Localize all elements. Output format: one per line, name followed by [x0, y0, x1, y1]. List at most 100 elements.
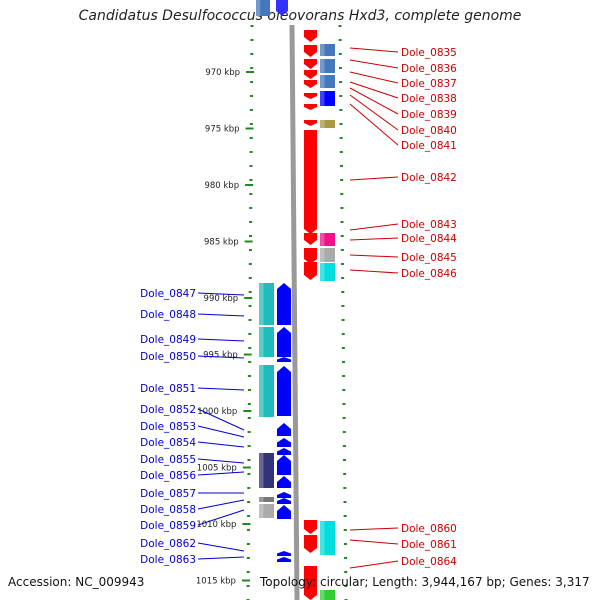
label-leader-line [349, 87, 399, 115]
label-leader-line [197, 338, 245, 342]
label-leader-line [197, 408, 245, 431]
forward-gene-arrow [304, 80, 317, 88]
forward-gene-block-shade [320, 590, 325, 600]
forward-gene-arrow [304, 120, 317, 126]
label-leader-line [197, 499, 245, 510]
label-leader-line [349, 527, 399, 531]
label-leader-line [349, 539, 399, 545]
reverse-gene-arrow [277, 455, 291, 475]
top-partial-block [256, 0, 270, 16]
left-dotted-track [246, 24, 254, 600]
forward-gene-block [320, 91, 335, 106]
top-partial-block-shade [256, 0, 261, 16]
reverse-gene-arrow [277, 448, 291, 455]
gene-label-dole_0850: Dole_0850 [140, 351, 196, 363]
reverse-gene-arrow [277, 283, 291, 325]
label-leader-line [197, 471, 245, 476]
scale-ticks: 970 kbp 975 kbp 980 kbp 985 kbp 990 kbp 995 k… [196, 68, 254, 587]
forward-gene-arrow [304, 130, 317, 234]
gene-label-dole_0860: Dole_0860 [401, 523, 457, 535]
forward-gene-block [320, 263, 335, 281]
reverse-gene-arrow [277, 476, 291, 488]
gene-label-dole_0841: Dole_0841 [401, 140, 457, 152]
gene-label-dole_0839: Dole_0839 [401, 109, 457, 121]
forward-gene-arrow [304, 233, 317, 245]
forward-gene-block [320, 59, 335, 73]
label-leader-line [349, 94, 399, 131]
backbone-line [289, 24, 300, 600]
forward-gene-block [320, 536, 335, 555]
forward-gene-block-shade [320, 233, 325, 246]
label-leader-line [197, 458, 245, 464]
forward-gene-arrow [304, 520, 317, 534]
gene-label-dole_0835: Dole_0835 [401, 47, 457, 59]
right-dotted-track [338, 24, 348, 600]
forward-gene-arrow [304, 566, 317, 600]
gene-label-dole_0851: Dole_0851 [140, 383, 196, 395]
forward-gene-arrow [304, 45, 317, 57]
label-leader-line [349, 237, 399, 241]
scale-tick-label: 975 kbp [205, 125, 240, 135]
forward-gene-block [320, 120, 335, 128]
forward-gene-block-shade [320, 248, 325, 262]
gene-label-dole_0863: Dole_0863 [140, 554, 196, 566]
forward-gene-block-shade [320, 120, 325, 128]
label-leader-line [349, 223, 399, 231]
reverse-gene-arrow [277, 438, 291, 447]
label-leader-line [197, 313, 245, 317]
scale-tick-label: 1005 kbp [197, 464, 237, 474]
label-leader-line [197, 425, 245, 438]
label-leader-line [197, 441, 245, 448]
track-lines [246, 24, 348, 600]
label-leader-line [349, 254, 399, 258]
gene-label-dole_0856: Dole_0856 [140, 470, 196, 482]
gene-label-dole_0852: Dole_0852 [140, 404, 196, 416]
gene-features [256, 0, 335, 600]
gene-label-dole_0837: Dole_0837 [401, 78, 457, 90]
forward-gene-arrow [304, 59, 317, 69]
reverse-gene-block [259, 453, 274, 488]
reverse-gene-block [259, 283, 274, 325]
forward-gene-block [320, 75, 335, 88]
gene-label-dole_0858: Dole_0858 [140, 504, 196, 516]
forward-gene-block-shade [320, 536, 325, 555]
gene-label-dole_0859: Dole_0859 [140, 520, 196, 532]
label-leader-line [349, 560, 399, 569]
gene-label-dole_0848: Dole_0848 [140, 309, 196, 321]
label-leader-line [197, 542, 245, 552]
gene-label-dole_0844: Dole_0844 [401, 233, 457, 245]
label-leader-line [197, 556, 245, 560]
top-partial-arrow [276, 0, 288, 16]
gene-label-dole_0838: Dole_0838 [401, 93, 457, 105]
forward-gene-block-shade [320, 91, 325, 106]
forward-gene-block [320, 590, 335, 600]
gene-label-dole_0857: Dole_0857 [140, 488, 196, 500]
gene-label-dole_0853: Dole_0853 [140, 421, 196, 433]
label-leader-line [349, 71, 399, 84]
scale-tick-label: 990 kbp [204, 294, 239, 304]
label-leader-line [349, 59, 399, 69]
scale-tick-label: 980 kbp [204, 181, 239, 191]
scale-tick-label: 1010 kbp [196, 520, 236, 530]
reverse-gene-block [259, 504, 274, 518]
reverse-gene-block-shade [259, 283, 264, 325]
gene-label-dole_0845: Dole_0845 [401, 252, 457, 264]
reverse-gene-arrow [277, 492, 291, 498]
reverse-gene-block [259, 327, 274, 357]
scale-tick-label: 970 kbp [205, 68, 240, 78]
gene-label-dole_0864: Dole_0864 [401, 556, 457, 568]
gene-label-dole_0847: Dole_0847 [140, 288, 196, 300]
scale-tick-label: 1000 kbp [197, 407, 237, 417]
gene-label-dole_0836: Dole_0836 [401, 63, 457, 75]
gene-label-dole_0855: Dole_0855 [140, 454, 196, 466]
gene-label-dole_0846: Dole_0846 [401, 268, 457, 280]
forward-gene-arrow [304, 104, 317, 110]
forward-gene-block [320, 44, 335, 56]
genome-summary-text: Topology: circular; Length: 3,944,167 bp… [260, 575, 590, 589]
forward-gene-block [320, 521, 335, 537]
reverse-gene-block-shade [259, 504, 264, 518]
reverse-gene-arrow [277, 498, 291, 504]
forward-gene-arrow [304, 535, 317, 553]
reverse-gene-block [259, 365, 274, 417]
